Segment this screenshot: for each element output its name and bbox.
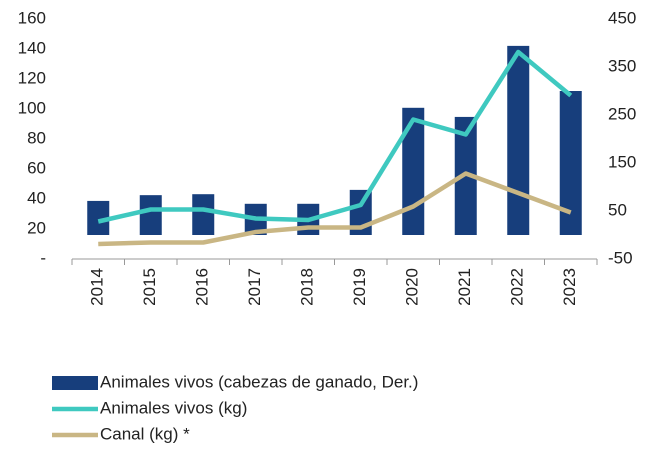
- x-tick-label: 2023: [560, 268, 579, 306]
- x-tick-label: 2014: [88, 268, 107, 306]
- y-tick-label: 160: [18, 8, 46, 27]
- x-tick-label: 2018: [298, 268, 317, 306]
- y-tick-label: 100: [18, 98, 46, 117]
- y2-tick-label: 350: [608, 56, 636, 75]
- y2-tick-label: 150: [608, 152, 636, 171]
- y2-tick-label: 50: [608, 200, 627, 219]
- bar: [559, 91, 582, 235]
- x-tick-label: 2017: [245, 268, 264, 306]
- bar: [87, 200, 110, 235]
- bar: [402, 107, 425, 235]
- x-tick-label: 2016: [193, 268, 212, 306]
- y-tick-label: 140: [18, 38, 46, 57]
- x-tick-label: 2015: [140, 268, 159, 306]
- bar: [139, 195, 162, 235]
- y2-tick-label: 250: [608, 104, 636, 123]
- y-tick-label: 120: [18, 68, 46, 87]
- y-tick-label: 40: [27, 188, 46, 207]
- y-tick-label: 80: [27, 128, 46, 147]
- y-tick-label: 20: [27, 218, 46, 237]
- bar: [192, 194, 215, 235]
- legend-label: Canal (kg) *: [100, 424, 190, 443]
- y2-tick-label: -50: [608, 248, 633, 267]
- y-tick-label: -: [40, 248, 46, 267]
- legend-label: Animales vivos (kg): [100, 398, 247, 417]
- line-series: [97, 49, 573, 224]
- x-tick-label: 2022: [508, 268, 527, 306]
- y2-tick-label: 450: [608, 8, 636, 27]
- legend-swatch: [52, 376, 98, 390]
- line-series: [98, 171, 572, 247]
- legend-label: Animales vivos (cabezas de ganado, Der.): [100, 372, 418, 391]
- y-tick-label: 60: [27, 158, 46, 177]
- x-tick-label: 2021: [455, 268, 474, 306]
- x-tick-label: 2020: [403, 268, 422, 306]
- x-tick-label: 2019: [350, 268, 369, 306]
- bar: [507, 45, 530, 235]
